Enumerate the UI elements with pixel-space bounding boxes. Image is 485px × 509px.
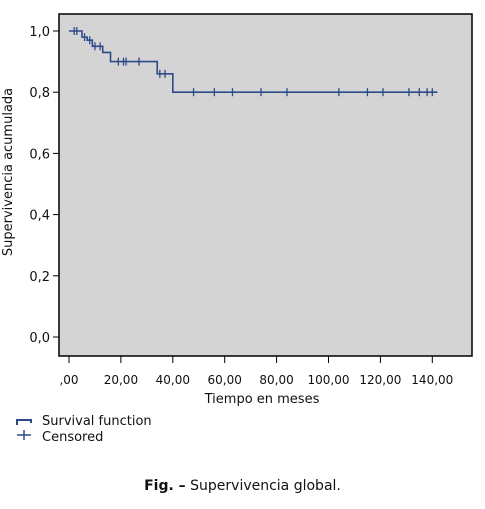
plot-area (58, 13, 473, 357)
legend-survival-swatch (16, 419, 32, 425)
legend-censored-swatch (17, 430, 31, 440)
legend-censored-label: Censored (42, 430, 103, 445)
x-tick-label: 20,00 (104, 373, 138, 387)
x-axis-label: Tiempo en meses (204, 392, 320, 407)
x-tick-label: 60,00 (208, 373, 242, 387)
y-tick-label: 0,2 (29, 270, 50, 285)
survival-chart: 0,0 0,2 0,4 0,6 0,8 1,0 ,00 20,00 40,00 60,00 80,… (1, 13, 473, 445)
x-axis: ,00 20,00 40,00 60,00 80,00 100,00 120,00 140,0… (59, 356, 453, 387)
x-tick-label: 100,00 (308, 373, 350, 387)
x-tick-label: 140,00 (411, 373, 453, 387)
legend-survival-label: Survival function (42, 414, 152, 429)
legend: Survival function Censored (16, 414, 152, 445)
x-tick-label: ,00 (59, 373, 78, 387)
censored-markers (73, 27, 433, 97)
y-tick-label: 0,8 (29, 86, 50, 101)
x-tick-label: 120,00 (359, 373, 401, 387)
x-tick-label: 80,00 (259, 373, 293, 387)
y-tick-label: 0,6 (29, 147, 50, 162)
y-tick-label: 0,4 (29, 209, 50, 224)
y-axis: 0,0 0,2 0,4 0,6 0,8 1,0 (29, 25, 59, 346)
caption-prefix: Fig. – (144, 478, 186, 494)
y-tick-label: 0,0 (29, 331, 50, 346)
figure-caption: Fig. – Supervivencia global. (0, 478, 485, 494)
y-tick-label: 1,0 (29, 25, 50, 40)
y-axis-label: Supervivencia acumulada (1, 88, 16, 256)
x-tick-label: 40,00 (156, 373, 190, 387)
caption-text: Supervivencia global. (185, 478, 341, 494)
